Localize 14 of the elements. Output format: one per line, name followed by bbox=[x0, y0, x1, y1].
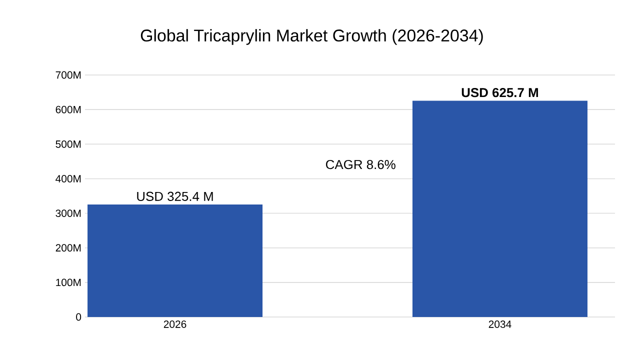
y-tick-label: 200M bbox=[56, 244, 81, 252]
x-tick-label: 2034 bbox=[488, 320, 512, 328]
y-tick-label: 500M bbox=[56, 140, 81, 148]
y-tick-label: 100M bbox=[56, 278, 81, 286]
chart-title: Global Tricaprylin Market Growth (2026-2034) bbox=[140, 29, 483, 45]
annotation: CAGR 8.6% bbox=[326, 160, 396, 170]
y-tick-label: 700M bbox=[56, 71, 81, 79]
y-tick-label: 300M bbox=[56, 210, 81, 217]
y-tick-label: 600M bbox=[56, 106, 81, 114]
x-tick-label: 2026 bbox=[164, 320, 186, 328]
data-label: USD 325.4 M bbox=[137, 192, 213, 201]
data-label: USD 625.7 M bbox=[462, 88, 538, 98]
y-tick-label: 400M bbox=[56, 175, 81, 182]
y-tick-label: 0 bbox=[76, 313, 82, 321]
